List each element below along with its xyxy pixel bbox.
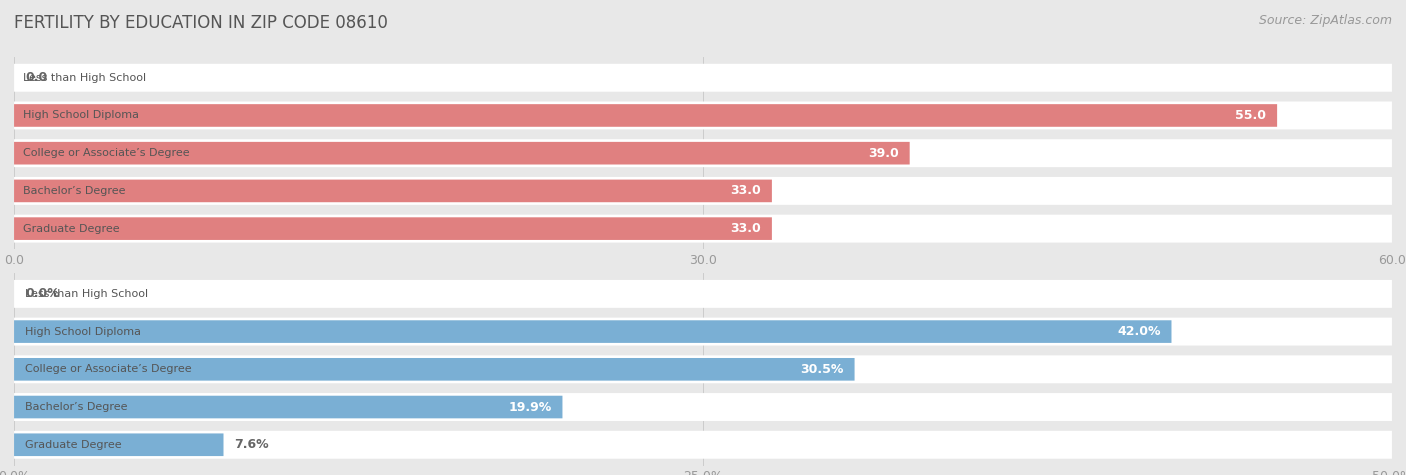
Text: Less than High School: Less than High School <box>25 289 148 299</box>
Text: 0.0%: 0.0% <box>25 287 60 300</box>
Text: Bachelor’s Degree: Bachelor’s Degree <box>24 186 125 196</box>
FancyBboxPatch shape <box>14 217 772 240</box>
Text: 33.0: 33.0 <box>730 184 761 198</box>
FancyBboxPatch shape <box>14 433 224 456</box>
FancyBboxPatch shape <box>14 393 1392 421</box>
Text: College or Associate’s Degree: College or Associate’s Degree <box>24 148 190 158</box>
Text: Graduate Degree: Graduate Degree <box>24 224 120 234</box>
Text: High School Diploma: High School Diploma <box>25 327 141 337</box>
FancyBboxPatch shape <box>14 358 855 380</box>
FancyBboxPatch shape <box>14 320 1171 343</box>
FancyBboxPatch shape <box>14 396 562 418</box>
FancyBboxPatch shape <box>14 177 1392 205</box>
Text: 0.0: 0.0 <box>25 71 48 84</box>
FancyBboxPatch shape <box>14 431 1392 459</box>
Text: Less than High School: Less than High School <box>24 73 146 83</box>
FancyBboxPatch shape <box>14 318 1392 345</box>
Text: 33.0: 33.0 <box>730 222 761 235</box>
Text: College or Associate’s Degree: College or Associate’s Degree <box>25 364 191 374</box>
FancyBboxPatch shape <box>14 215 1392 243</box>
Text: High School Diploma: High School Diploma <box>24 111 139 121</box>
FancyBboxPatch shape <box>14 104 1277 127</box>
Text: Graduate Degree: Graduate Degree <box>25 440 122 450</box>
Text: 7.6%: 7.6% <box>235 438 269 451</box>
FancyBboxPatch shape <box>14 102 1392 129</box>
Text: FERTILITY BY EDUCATION IN ZIP CODE 08610: FERTILITY BY EDUCATION IN ZIP CODE 08610 <box>14 14 388 32</box>
Text: 19.9%: 19.9% <box>508 400 551 414</box>
FancyBboxPatch shape <box>14 180 772 202</box>
Text: 39.0: 39.0 <box>868 147 898 160</box>
FancyBboxPatch shape <box>14 64 1392 92</box>
Text: 30.5%: 30.5% <box>800 363 844 376</box>
FancyBboxPatch shape <box>14 355 1392 383</box>
Text: Bachelor’s Degree: Bachelor’s Degree <box>25 402 128 412</box>
FancyBboxPatch shape <box>14 280 1392 308</box>
FancyBboxPatch shape <box>14 142 910 164</box>
Text: Source: ZipAtlas.com: Source: ZipAtlas.com <box>1258 14 1392 27</box>
Text: 42.0%: 42.0% <box>1116 325 1160 338</box>
FancyBboxPatch shape <box>14 139 1392 167</box>
Text: 55.0: 55.0 <box>1234 109 1265 122</box>
